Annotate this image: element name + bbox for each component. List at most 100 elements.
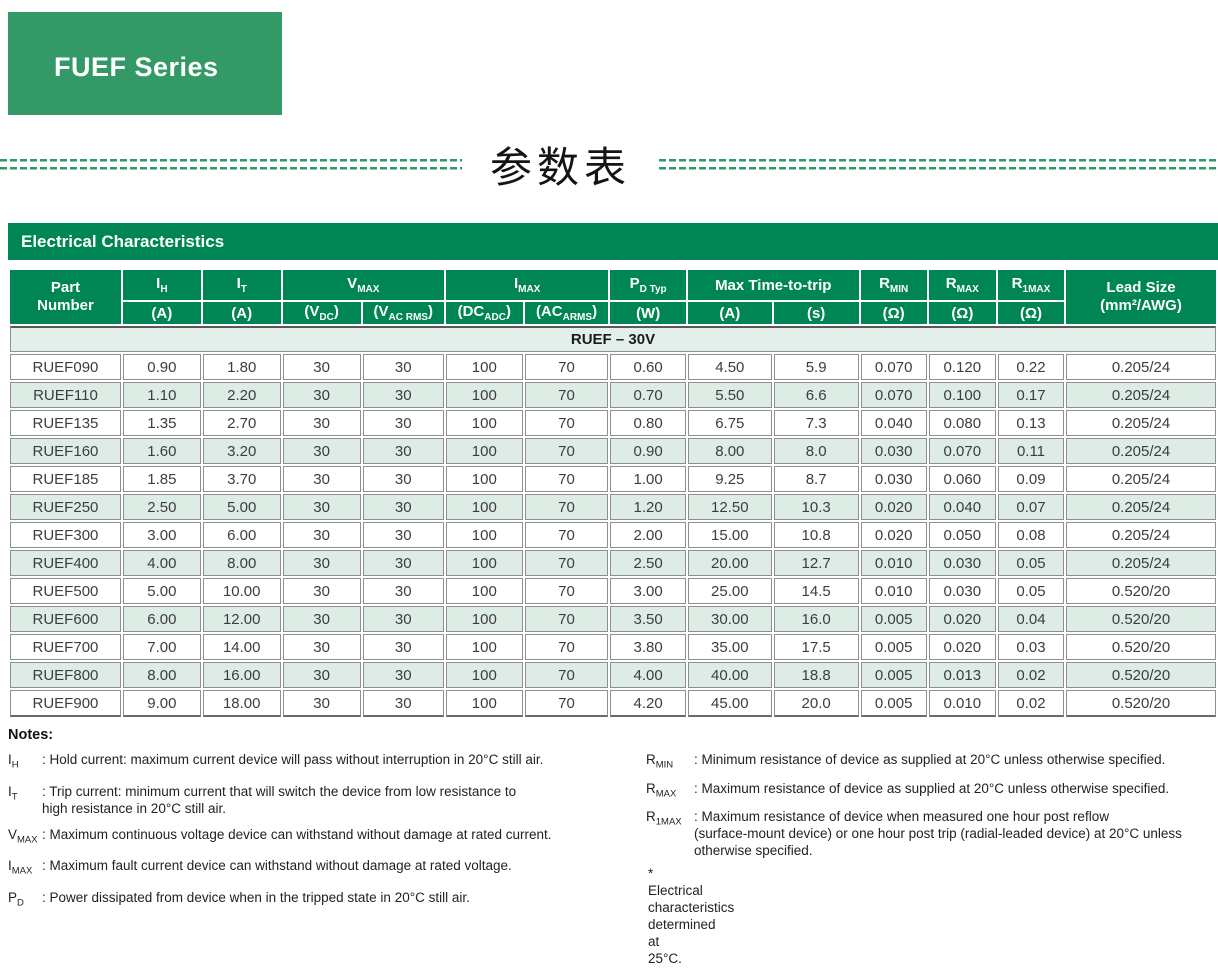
value-cell: 70 [524, 634, 609, 660]
value-cell: 1.85 [122, 466, 201, 492]
table-row: RUEF600 6.00 12.00 30 30 100 70 3.50 30.00 16.0 0.… [10, 606, 1216, 632]
note-text: : Maximum resistance of device when meas… [694, 809, 1182, 859]
value-cell: 0.22 [997, 354, 1065, 380]
value-cell: 0.205/24 [1066, 438, 1216, 464]
value-cell: 3.00 [122, 522, 201, 548]
value-cell: 0.02 [997, 662, 1065, 688]
value-cell: 4.20 [610, 690, 686, 717]
value-cell: 0.80 [610, 410, 686, 436]
value-cell: 30 [282, 438, 361, 464]
part-number-cell: RUEF300 [10, 522, 121, 548]
value-cell: 8.00 [687, 438, 772, 464]
note-item: PD: Power dissipated from device when in… [8, 889, 646, 912]
value-cell: 20.00 [687, 550, 772, 576]
value-cell: 5.50 [687, 382, 772, 408]
value-cell: 0.17 [997, 382, 1065, 408]
value-cell: 0.040 [860, 410, 927, 436]
value-cell: 8.00 [202, 550, 281, 576]
col-header-r1max: R1MAX [997, 270, 1065, 300]
table-row: RUEF090 0.90 1.80 30 30 100 70 0.60 4.50 5.9 0.070… [10, 354, 1216, 380]
value-cell: 30 [362, 550, 444, 576]
value-cell: 100 [445, 494, 523, 520]
value-cell: 2.00 [610, 522, 686, 548]
value-cell: 30 [282, 466, 361, 492]
value-cell: 70 [524, 438, 609, 464]
value-cell: 6.6 [773, 382, 859, 408]
value-cell: 9.25 [687, 466, 772, 492]
note-item: RMAX: Maximum resistance of device as su… [646, 780, 1218, 803]
value-cell: 0.04 [997, 606, 1065, 632]
value-cell: 30 [282, 382, 361, 408]
value-cell: 100 [445, 438, 523, 464]
value-cell: 70 [524, 606, 609, 632]
value-cell: 0.02 [997, 690, 1065, 717]
value-cell: 0.020 [928, 634, 996, 660]
value-cell: 0.013 [928, 662, 996, 688]
value-cell: 30 [282, 578, 361, 604]
value-cell: 0.70 [610, 382, 686, 408]
value-cell: 100 [445, 578, 523, 604]
unit-header: (Ω) [997, 302, 1065, 324]
value-cell: 12.00 [202, 606, 281, 632]
value-cell: 14.00 [202, 634, 281, 660]
notes-section: Notes: IH: Hold current: maximum current… [8, 727, 1218, 973]
group-band-row: RUEF – 30V [10, 326, 1216, 352]
value-cell: 16.00 [202, 662, 281, 688]
value-cell: 2.20 [202, 382, 281, 408]
value-cell: 30 [362, 438, 444, 464]
value-cell: 0.520/20 [1066, 578, 1216, 604]
value-cell: 3.20 [202, 438, 281, 464]
table-header-row: Part Number IH IT VMAX IMAX PD Typ Max T… [10, 270, 1216, 324]
page-title: 参数表 [490, 145, 632, 192]
value-cell: 25.00 [687, 578, 772, 604]
table-row: RUEF700 7.00 14.00 30 30 100 70 3.80 35.00 17.5 0.… [10, 634, 1216, 660]
value-cell: 40.00 [687, 662, 772, 688]
col-header-vmax: VMAX [282, 270, 444, 300]
notes-left-column: IH: Hold current: maximum current device… [8, 751, 646, 973]
unit-header: (VAC RMS) [362, 302, 444, 324]
value-cell: 0.100 [928, 382, 996, 408]
col-header-ih: IH [122, 270, 201, 300]
value-cell: 30 [362, 466, 444, 492]
value-cell: 100 [445, 354, 523, 380]
value-cell: 30 [362, 522, 444, 548]
part-number-cell: RUEF110 [10, 382, 121, 408]
decorative-dashes-left [0, 158, 462, 170]
col-header-max-time-to-trip: Max Time-to-trip [687, 270, 859, 300]
part-number-cell: RUEF135 [10, 410, 121, 436]
table-row: RUEF250 2.50 5.00 30 30 100 70 1.20 12.50 10.3 0.0… [10, 494, 1216, 520]
note-text: : Minimum resistance of device as suppli… [694, 752, 1166, 767]
value-cell: 12.7 [773, 550, 859, 576]
section-title-row: 参数表 [0, 135, 1218, 193]
value-cell: 0.205/24 [1066, 410, 1216, 436]
value-cell: 0.60 [610, 354, 686, 380]
value-cell: 70 [524, 662, 609, 688]
value-cell: 0.010 [860, 550, 927, 576]
value-cell: 4.50 [687, 354, 772, 380]
note-text: : Power dissipated from device when in t… [42, 890, 470, 906]
value-cell: 30 [362, 494, 444, 520]
value-cell: 0.90 [610, 438, 686, 464]
col-header-imax: IMAX [445, 270, 609, 300]
value-cell: 0.010 [860, 578, 927, 604]
table-units-row: (A) (A) (VDC) (VAC RMS) (DCADC) (ACARMS) (W) (A… [10, 302, 1216, 324]
value-cell: 5.00 [202, 494, 281, 520]
value-cell: 0.205/24 [1066, 494, 1216, 520]
value-cell: 3.50 [610, 606, 686, 632]
note-label: R1MAX [646, 809, 682, 829]
value-cell: 1.20 [610, 494, 686, 520]
value-cell: 0.005 [860, 662, 927, 688]
value-cell: 15.00 [687, 522, 772, 548]
value-cell: 30 [282, 606, 361, 632]
value-cell: 0.05 [997, 578, 1065, 604]
value-cell: 0.205/24 [1066, 550, 1216, 576]
value-cell: 6.75 [687, 410, 772, 436]
col-header-rmax: RMAX [928, 270, 996, 300]
value-cell: 0.03 [997, 634, 1065, 660]
notes-columns: IH: Hold current: maximum current device… [8, 751, 1218, 973]
value-cell: 3.80 [610, 634, 686, 660]
value-cell: 30 [362, 634, 444, 660]
value-cell: 1.10 [122, 382, 201, 408]
unit-header: (Ω) [928, 302, 996, 324]
note-label: IT [8, 783, 18, 803]
